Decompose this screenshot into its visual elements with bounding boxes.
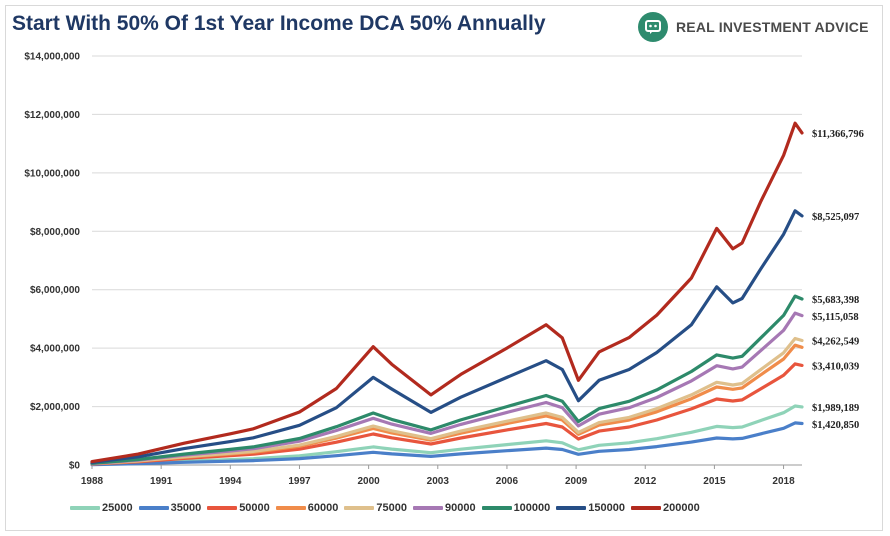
logo-icon (638, 12, 668, 42)
legend-label: 90000 (444, 502, 476, 514)
y-tick-label: $6,000,000 (30, 285, 80, 296)
page-title: Start With 50% Of 1st Year Income DCA 50… (12, 12, 546, 35)
x-tick-label: 2012 (634, 476, 657, 487)
series-line-150000 (90, 209, 804, 464)
y-tick-label: $12,000,000 (24, 110, 80, 121)
legend-item-90000: 90000 (412, 502, 476, 514)
legend-item-60000: 60000 (275, 502, 339, 514)
legend-label: 75000 (376, 502, 407, 514)
end-label-35000: $1,420,850 (812, 420, 859, 431)
legend-item-50000: 50000 (207, 502, 270, 514)
legend-label: 35000 (170, 502, 202, 514)
end-label-25000: $1,989,189 (812, 403, 859, 414)
end-label-200000: $11,366,796 (812, 129, 864, 140)
chart-frame (5, 5, 883, 531)
x-tick-label: 1988 (81, 476, 104, 487)
y-tick-label: $0 (69, 461, 81, 472)
x-tick-label: 2015 (703, 476, 726, 487)
legend-item-25000: 25000 (70, 502, 133, 514)
brand-logo-block[interactable]: REAL INVESTMENT ADVICE (638, 12, 869, 42)
x-tick-label: 2003 (427, 476, 450, 487)
y-tick-label: $8,000,000 (30, 227, 80, 238)
legend-label: 150000 (588, 502, 625, 514)
legend-swatch (275, 506, 306, 510)
end-label-150000: $8,525,097 (812, 212, 859, 223)
series-line-90000 (90, 311, 804, 466)
legend-item-200000: 200000 (631, 502, 700, 514)
axes: $0 $2,000,000 $4,000,000 $6,000,000 $8,000,0… (24, 52, 802, 487)
legend-swatch (138, 506, 169, 510)
series-line-100000 (90, 294, 804, 465)
end-label-100000: $5,683,398 (812, 295, 859, 306)
legend-swatch (481, 506, 512, 510)
legend-item-150000: 150000 (556, 502, 625, 514)
legend-item-100000: 100000 (481, 502, 551, 514)
y-tick-label: $2,000,000 (30, 402, 80, 413)
legend-item-75000: 75000 (344, 502, 407, 514)
legend-swatch (344, 506, 375, 510)
legend: 25000 35000 50000 60000 75000 90000 100000 1500… (70, 502, 706, 514)
x-tick-label: 2018 (772, 476, 795, 487)
series-line-25000 (90, 404, 804, 466)
x-tick-label: 1994 (219, 476, 242, 487)
legend-swatch (207, 506, 238, 510)
legend-label: 50000 (239, 502, 270, 514)
gridlines (92, 55, 802, 408)
end-label-75000: $4,262,549 (812, 337, 859, 348)
x-tick-label: 2009 (565, 476, 588, 487)
y-tick-label: $10,000,000 (24, 168, 80, 179)
legend-swatch (70, 506, 100, 510)
series-line-200000 (90, 121, 804, 464)
series-line-35000 (90, 421, 804, 467)
series-lines (90, 121, 804, 467)
legend-label: 100000 (513, 502, 551, 514)
brand-name: REAL INVESTMENT ADVICE (676, 19, 869, 35)
x-tick-label: 2000 (357, 476, 380, 487)
y-tick-label: $14,000,000 (24, 52, 80, 63)
legend-label: 25000 (102, 502, 133, 514)
legend-swatch (412, 506, 443, 510)
x-tick-label: 1991 (150, 476, 173, 487)
series-line-75000 (90, 336, 804, 466)
legend-label: 200000 (663, 502, 700, 514)
end-label-90000: $5,115,058 (812, 312, 859, 323)
series-line-50000 (90, 362, 804, 466)
legend-label: 60000 (307, 502, 339, 514)
legend-swatch (631, 506, 661, 510)
x-tick-label: 1997 (288, 476, 311, 487)
legend-item-35000: 35000 (138, 502, 202, 514)
end-labels: $11,366,796 $8,525,097 $5,683,398 $5,115,05… (812, 129, 864, 431)
x-tick-label: 2006 (496, 476, 519, 487)
y-tick-label: $4,000,000 (30, 344, 80, 355)
legend-swatch (556, 506, 587, 510)
end-label-50000: $3,410,039 (812, 361, 859, 372)
